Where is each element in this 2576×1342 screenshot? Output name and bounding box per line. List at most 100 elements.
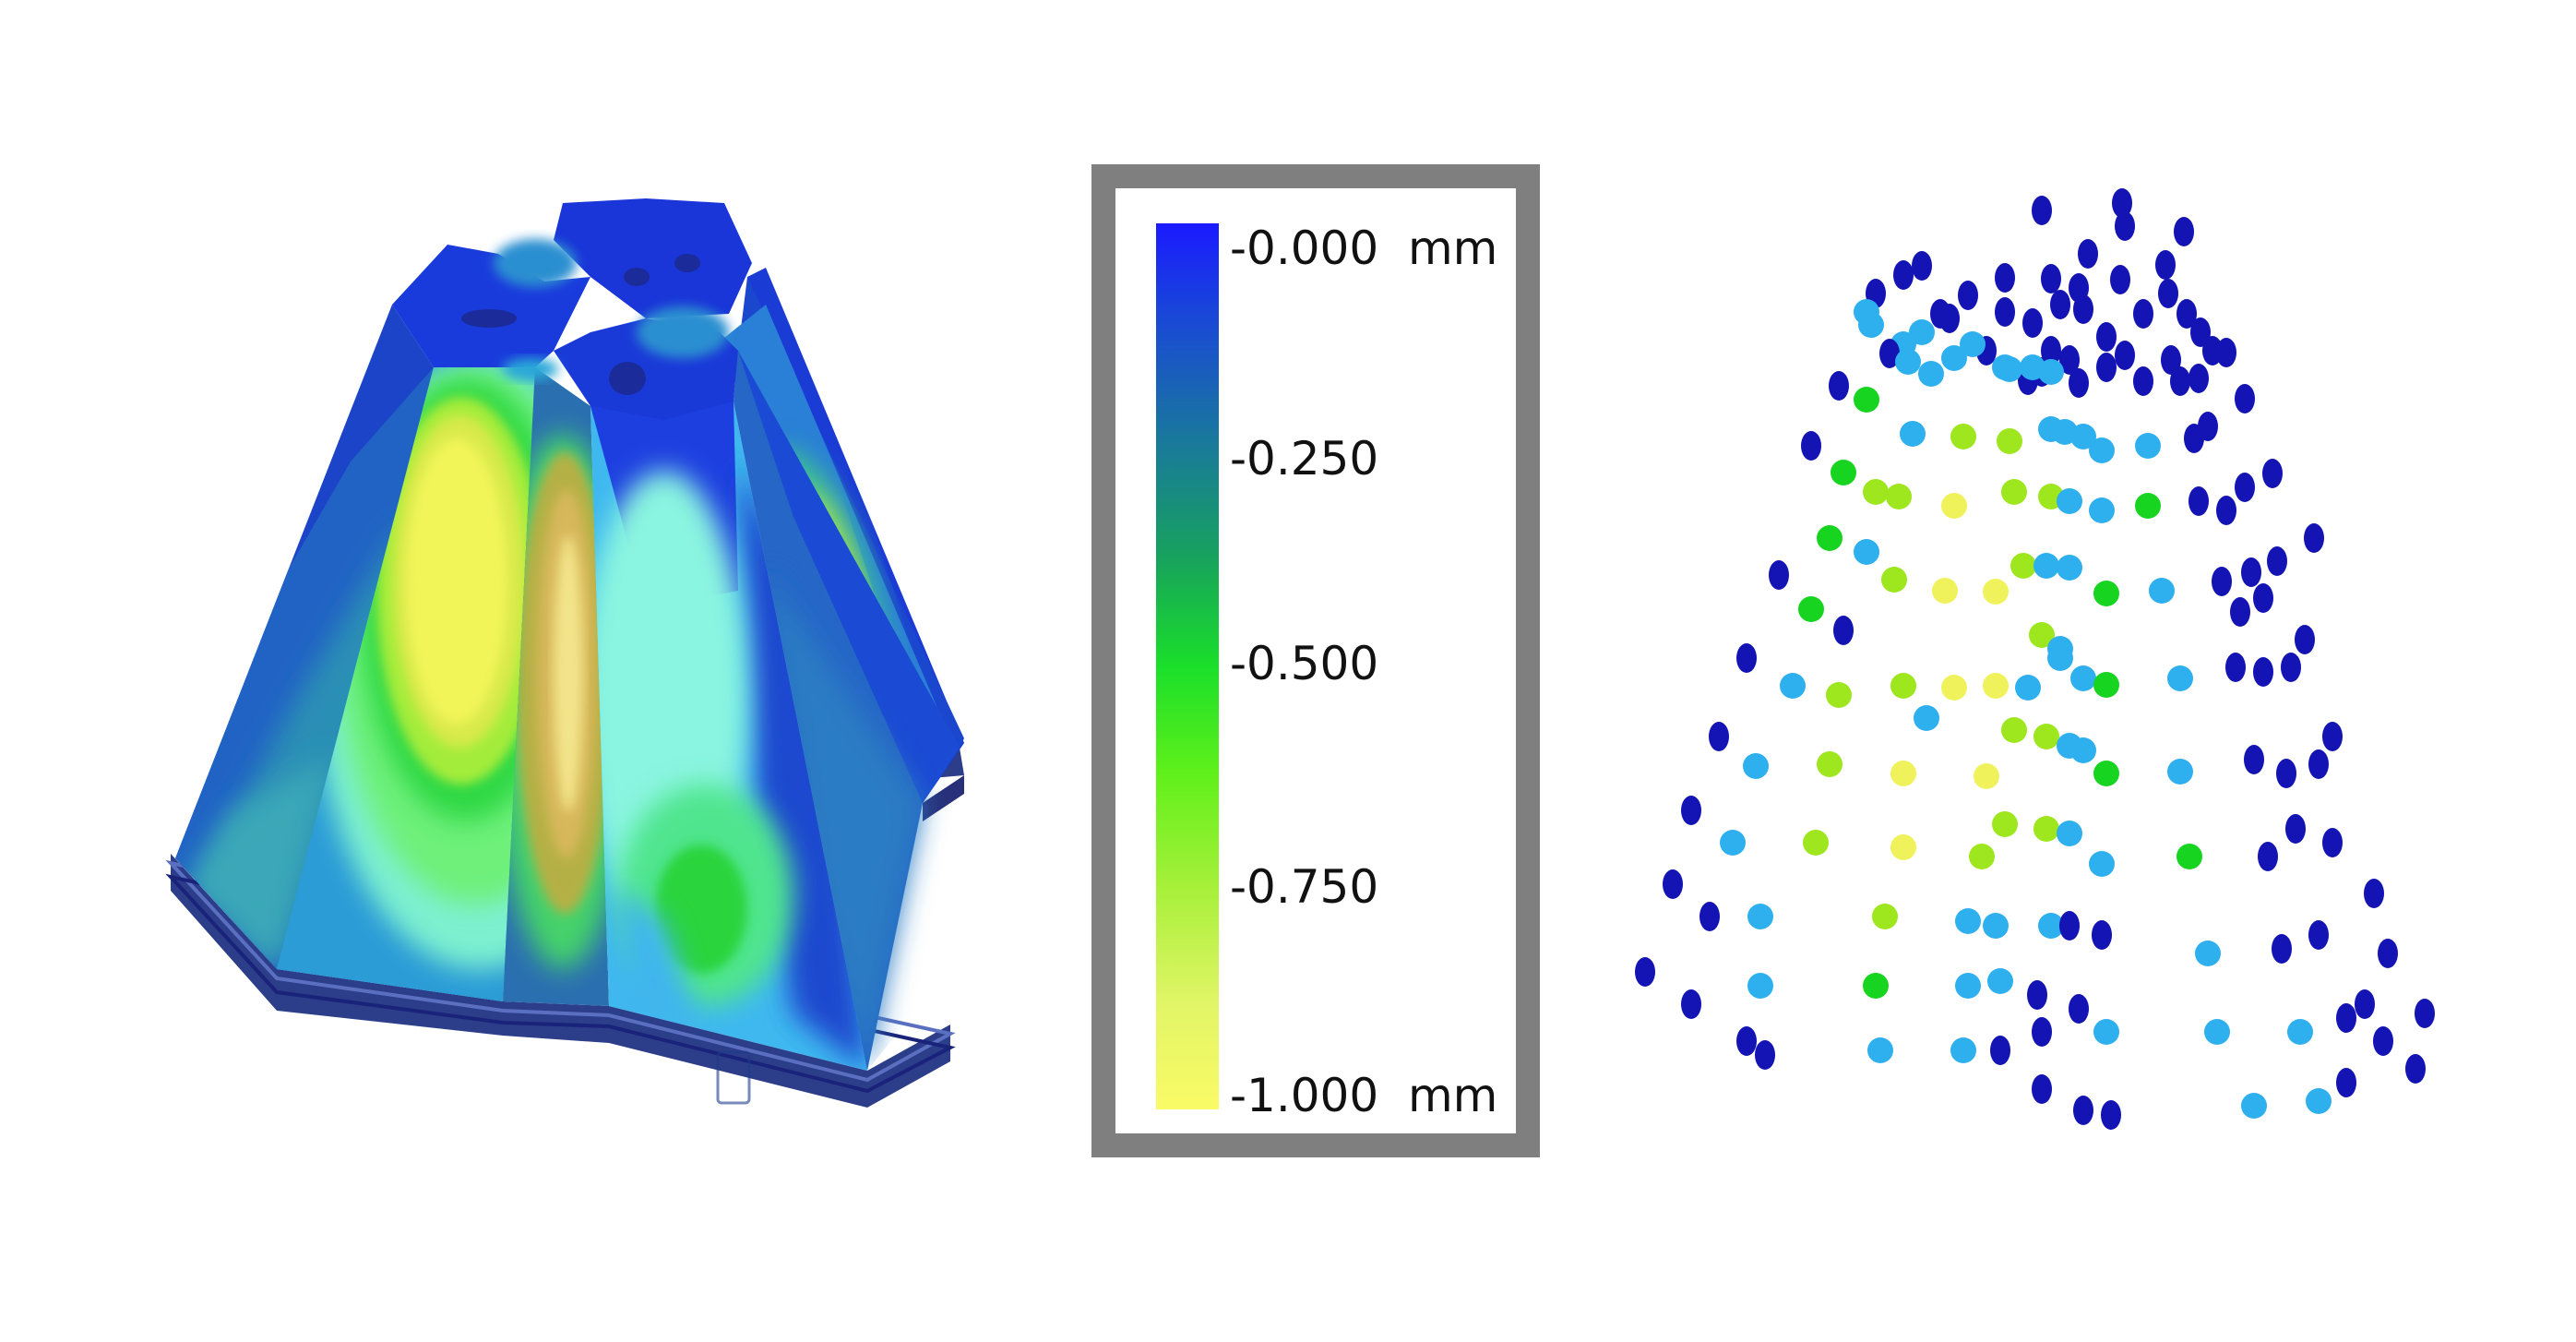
measurement-point — [1755, 1040, 1775, 1070]
deformation-model — [165, 198, 964, 1108]
measurement-point — [1950, 424, 1976, 449]
measurement-point — [1900, 421, 1926, 447]
measurement-point — [1863, 479, 1889, 505]
measurement-point — [1826, 682, 1852, 708]
top-caps — [392, 198, 752, 420]
measurement-point — [2110, 265, 2130, 294]
measurement-point — [2133, 366, 2153, 396]
measurement-point — [1747, 904, 1773, 929]
measurement-point — [1681, 989, 1701, 1019]
measurement-point — [1803, 830, 1829, 856]
measurement-point — [2216, 338, 2236, 367]
measurement-point — [2096, 353, 2117, 382]
left-face — [175, 305, 434, 969]
measurement-point — [2295, 625, 2315, 654]
measurement-point — [1886, 484, 1912, 509]
measurement-point — [2405, 1054, 2426, 1084]
measurement-point — [2190, 318, 2211, 347]
measurement-point — [2059, 911, 2080, 941]
measurement-point — [2101, 1100, 2121, 1130]
measurement-point — [1872, 904, 1898, 929]
measurement-point — [2047, 645, 2073, 671]
measurement-point — [1780, 673, 1806, 699]
measurement-point — [1858, 312, 1884, 338]
measurement-point — [1939, 304, 1960, 333]
measurement-point — [2176, 844, 2202, 869]
measurement-point — [1958, 281, 1978, 310]
measurement-point — [1992, 811, 2018, 837]
measurement-point — [2032, 1074, 2052, 1104]
measurement-point — [1890, 761, 1916, 786]
measurement-point — [2057, 821, 2082, 846]
measurement-point — [2272, 934, 2292, 964]
measurement-point — [2093, 581, 2119, 606]
front-right-face — [590, 401, 867, 1105]
measurement-point — [1941, 345, 1967, 371]
measurement-point — [1635, 957, 1655, 987]
measurement-point — [2198, 412, 2218, 441]
measurement-point — [1829, 371, 1849, 401]
legend-label-1: -0.250 — [1230, 432, 1379, 485]
measurement-point — [2027, 980, 2047, 1010]
measurement-point — [2135, 433, 2161, 459]
measurement-point — [2167, 759, 2193, 785]
legend-label-0: -0.000 mm — [1230, 222, 1498, 275]
measurement-point — [2057, 555, 2082, 581]
measurement-point — [1955, 908, 1981, 934]
measurement-point — [2033, 724, 2059, 749]
measurement-point — [2001, 717, 2027, 743]
measurement-point — [2308, 920, 2329, 950]
measurement-point — [1893, 260, 1914, 290]
measurement-point — [1720, 830, 1746, 856]
measurement-point-cloud — [1635, 188, 2435, 1130]
measurement-point — [1983, 673, 2009, 699]
measurement-point — [1863, 973, 1889, 999]
measurement-point — [2135, 493, 2161, 519]
measurement-point — [2032, 196, 2052, 225]
measurement-point — [2033, 816, 2059, 842]
measurement-point — [2093, 672, 2119, 698]
measurement-point — [1879, 339, 1900, 368]
right-face — [733, 351, 960, 1071]
measurement-point — [1736, 643, 1757, 673]
measurement-point — [1681, 796, 1701, 825]
measurement-point — [1909, 319, 1935, 345]
measurement-point — [2020, 354, 2045, 380]
measurement-point — [1801, 431, 1821, 461]
measurement-point — [2241, 557, 2261, 587]
measurement-point — [1918, 361, 1944, 387]
measurement-point — [2336, 1068, 2356, 1097]
measurement-point — [2216, 496, 2236, 525]
measurement-point — [1854, 539, 1879, 565]
measurement-point — [2133, 299, 2153, 329]
measurement-point — [2155, 250, 2176, 280]
measurement-point — [1955, 973, 1981, 999]
measurement-point — [2174, 217, 2194, 246]
measurement-point — [2112, 188, 2132, 218]
measurement-point — [2115, 211, 2135, 241]
measurement-point — [2276, 759, 2296, 788]
measurement-point — [2059, 345, 2080, 375]
measurement-point — [2204, 1019, 2230, 1045]
measurement-point — [1798, 596, 1824, 622]
measurement-point — [1817, 751, 1843, 777]
measurement-point — [2001, 479, 2027, 505]
measurement-point — [1932, 578, 1958, 604]
measurement-point — [1995, 263, 2015, 293]
measurement-point — [2167, 665, 2193, 691]
measurement-point — [1890, 673, 1916, 699]
measurement-point — [2073, 1096, 2093, 1125]
measurement-point — [2306, 1088, 2332, 1114]
measurement-point — [2253, 657, 2273, 687]
measurement-point — [1663, 869, 1683, 899]
measurement-point — [2281, 653, 2301, 682]
measurement-point — [2070, 424, 2096, 449]
measurement-point — [2308, 749, 2329, 779]
measurement-point — [2093, 1019, 2119, 1045]
measurement-point — [2304, 523, 2324, 553]
measurement-point — [1817, 525, 1843, 551]
measurement-point — [1983, 579, 2009, 605]
measurement-point — [1736, 1026, 1757, 1056]
measurement-point — [1747, 973, 1773, 999]
